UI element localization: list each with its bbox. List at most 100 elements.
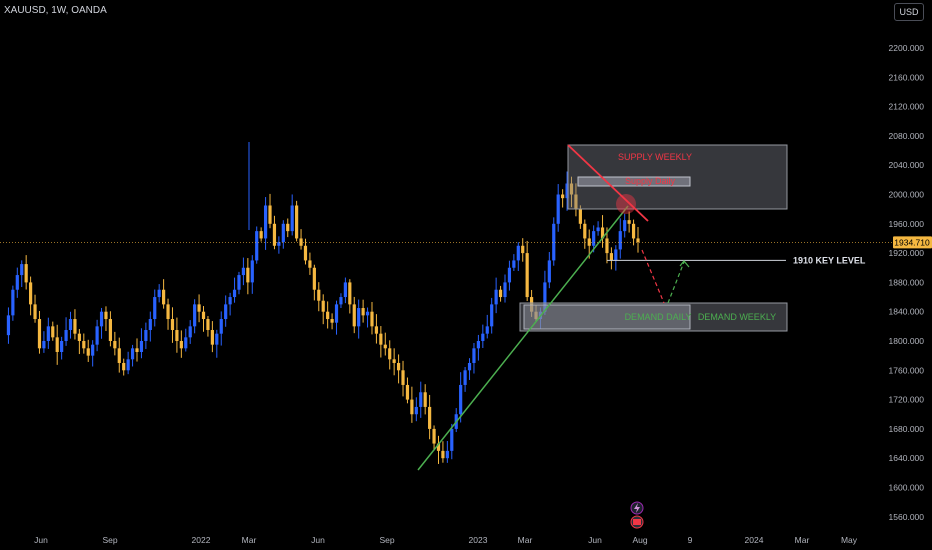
candle-body: [193, 304, 197, 327]
candle-body: [201, 311, 206, 320]
candle-body: [215, 333, 219, 345]
candle-body: [481, 333, 485, 341]
candle-body: [197, 304, 201, 312]
candle-body: [326, 311, 330, 320]
candle-body: [569, 183, 574, 195]
candle-body: [623, 220, 627, 232]
supply-weekly-label: SUPPLY WEEKLY: [618, 152, 692, 162]
candle-body: [228, 297, 232, 305]
candle-body: [543, 282, 547, 312]
candle-body: [636, 238, 640, 243]
candle-body: [99, 311, 104, 327]
candle-body: [339, 297, 343, 305]
demand-daily-label: DEMAND DAILY: [625, 312, 692, 322]
x-tick-label: Jun: [588, 535, 602, 545]
candle-body: [343, 282, 347, 298]
candle-body: [317, 289, 321, 301]
candle-body: [126, 359, 130, 371]
symbol-label[interactable]: XAUUSD, 1W, OANDA: [4, 5, 107, 16]
candle-body: [268, 205, 272, 224]
x-tick-label: 9: [688, 535, 693, 545]
candle-body: [334, 304, 339, 323]
candle-body: [175, 330, 179, 341]
demand-weekly-label: DEMAND WEEKLY: [698, 312, 776, 322]
candles-layer: [6, 142, 640, 464]
candle-body: [259, 231, 263, 239]
candle-body: [561, 194, 565, 199]
y-tick-label: 1600.000: [889, 483, 925, 493]
y-tick-label: 2200.000: [889, 43, 925, 53]
supply-daily-zone: [577, 176, 691, 187]
y-tick-label: 1640.000: [889, 453, 925, 463]
candle-body: [410, 399, 414, 415]
last-price-badge: [893, 236, 932, 249]
candle-body: [374, 326, 379, 334]
candle-body: [60, 341, 64, 352]
candle-body: [73, 319, 77, 334]
candle-body: [330, 319, 334, 323]
x-tick-label: 2024: [745, 535, 764, 545]
candle-body: [188, 326, 192, 338]
candle-body: [295, 205, 299, 239]
candle-body: [277, 242, 281, 246]
candle-body: [135, 348, 139, 352]
candle-body: [104, 311, 108, 320]
y-tick-label: 1680.000: [889, 424, 925, 434]
y-tick-label: 2040.000: [889, 160, 925, 170]
candle-body: [547, 260, 551, 283]
candle-body: [396, 362, 401, 371]
candle-body: [42, 341, 46, 349]
candle-body: [290, 205, 294, 232]
candle-body: [166, 304, 170, 320]
candle-body: [472, 348, 476, 363]
candle-body: [631, 223, 636, 239]
candle-body: [490, 304, 494, 327]
candle-body: [153, 297, 157, 320]
y-tick-label: 2000.000: [889, 190, 925, 200]
candle-body: [46, 326, 50, 341]
y-tick-label: 1760.000: [889, 365, 925, 375]
candle-body: [405, 384, 410, 400]
candle-body: [179, 341, 183, 349]
candle-body: [117, 348, 121, 363]
time-axis[interactable]: Jun Sep 2022 Mar Jun Sep 2023 Mar Jun Aug 9 2024 Mar…: [34, 535, 858, 545]
candle-body: [361, 308, 365, 316]
candle-body: [170, 319, 175, 331]
candle-body: [77, 333, 81, 341]
candle-body: [348, 282, 352, 305]
candle-body: [29, 282, 33, 305]
candle-body: [6, 315, 11, 336]
candle-body: [130, 348, 135, 360]
candle-body: [379, 333, 383, 345]
candle-body: [286, 223, 290, 232]
candle-body: [162, 289, 166, 305]
candle-body: [255, 231, 259, 261]
candle-body: [596, 227, 600, 232]
candle-body: [445, 450, 449, 459]
x-tick-label: Mar: [795, 535, 810, 545]
candle-body: [525, 253, 529, 298]
candle-body: [272, 223, 277, 246]
candle-body: [516, 245, 520, 261]
candle-body: [441, 450, 445, 459]
candle-body: [609, 253, 613, 261]
candle-body: [68, 319, 73, 331]
candle-body: [605, 238, 609, 254]
overlays-layer: SUPPLY WEEKLY Supply Daily DEMAND WEEKLY DE…: [0, 144, 932, 529]
candle-body: [86, 348, 90, 356]
candle-body: [250, 260, 254, 283]
candle-body: [370, 311, 374, 327]
descending-trendline: [567, 144, 649, 222]
candle-body: [618, 231, 622, 250]
candle-body: [600, 227, 605, 239]
x-tick-label: 2022: [192, 535, 211, 545]
price-axis[interactable]: 1560.000 1600.000 1640.000 1680.000 1720.000…: [889, 43, 925, 522]
x-tick-label: Aug: [632, 535, 647, 545]
last-price-text: 1934.710: [894, 237, 930, 247]
candle-body: [210, 330, 214, 345]
candle-body: [512, 260, 516, 268]
x-tick-label: Mar: [518, 535, 533, 545]
currency-button[interactable]: USD: [894, 3, 924, 21]
